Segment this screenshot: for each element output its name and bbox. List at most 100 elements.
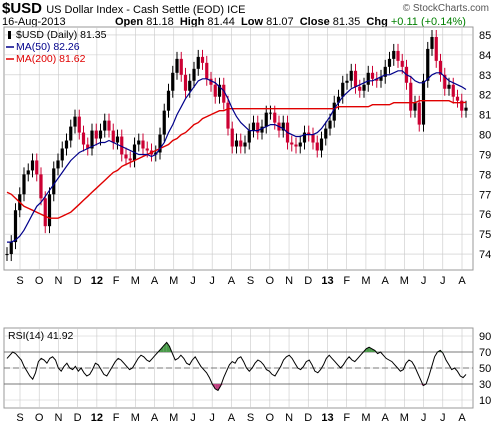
rsi-overbought-fill — [163, 342, 167, 352]
price-x-tick-label: M — [400, 275, 409, 287]
low-label: Low — [241, 16, 264, 28]
price-candle — [230, 128, 234, 147]
rsi-x-tick-label: F — [113, 412, 120, 424]
price-candle — [35, 160, 39, 175]
ticker-description: US Dollar Index - Cash Settle (EOD) ICE — [46, 4, 246, 16]
rsi-x-tick-label: M — [169, 412, 178, 424]
price-y-tick-label: 84 — [479, 50, 491, 62]
price-candle — [417, 102, 421, 125]
rsi-y-tick-label: 90 — [479, 331, 491, 343]
chg-label: Chg — [366, 16, 388, 28]
price-candle — [421, 80, 426, 125]
rsi-overbought-fill — [160, 345, 164, 352]
price-x-tick-label: F — [343, 275, 350, 287]
price-y-tick-label: 79 — [479, 149, 491, 161]
price-candle — [438, 60, 443, 75]
price-candle — [171, 72, 175, 91]
price-candle — [30, 160, 35, 171]
price-candle — [26, 170, 30, 175]
price-candle — [324, 128, 328, 139]
stockcharts-watermark: © StockCharts.com — [402, 3, 489, 14]
rsi-y-tick-label: 30 — [479, 379, 491, 391]
ma50-line — [7, 70, 467, 243]
close-value: 81.35 — [332, 16, 361, 28]
rsi-y-tick-label: 70 — [479, 347, 491, 359]
price-candle — [69, 126, 73, 141]
rsi-x-tick-label: N — [285, 412, 293, 424]
price-x-tick-label: D — [304, 275, 312, 287]
price-candle — [443, 74, 447, 89]
price-y-tick-label: 75 — [479, 229, 491, 241]
price-candle — [183, 74, 188, 91]
price-x-tick-label: J — [440, 275, 446, 287]
ticker-symbol: $USD — [2, 0, 43, 17]
price-candle — [77, 116, 81, 133]
price-candle — [383, 66, 387, 77]
rsi-x-tick-label: F — [343, 412, 350, 424]
price-candle — [460, 100, 464, 111]
price-candle — [226, 102, 230, 129]
price-y-tick-label: 81 — [479, 110, 491, 122]
price-x-tick-label: A — [381, 275, 389, 287]
price-y-tick-label: 77 — [479, 189, 491, 201]
open-label: Open — [115, 16, 144, 28]
price-candle — [273, 112, 277, 123]
price-x-tick-label: F — [113, 275, 120, 287]
price-x-tick-label: O — [266, 275, 275, 287]
price-candle — [43, 198, 47, 227]
price-x-tick-label: N — [54, 275, 62, 287]
price-candle — [90, 130, 94, 149]
price-candle — [319, 138, 324, 151]
price-candle — [247, 130, 251, 143]
price-x-tick-label: J — [209, 275, 215, 287]
rsi-x-tick-label: N — [54, 412, 62, 424]
chg-value: +0.11 (+0.14%) — [390, 16, 466, 28]
price-x-tick-label: D — [74, 275, 82, 287]
price-candle — [358, 86, 362, 91]
price-candle — [370, 72, 375, 79]
price-y-tick-label: 83 — [479, 70, 491, 82]
price-candle — [103, 120, 107, 131]
price-candle — [98, 130, 103, 139]
price-candle — [234, 140, 239, 147]
price-candle — [13, 210, 18, 243]
rsi-x-tick-label: D — [74, 412, 82, 424]
price-candle — [464, 107, 468, 111]
rsi-y-tick-label: 10 — [479, 395, 491, 407]
price-candle — [56, 160, 60, 169]
price-candle — [315, 142, 319, 151]
price-candle — [256, 122, 260, 133]
price-x-tick-label: M — [361, 275, 370, 287]
price-candle — [396, 50, 400, 61]
price-x-tick-label: M — [131, 275, 140, 287]
price-candle — [336, 96, 341, 103]
price-candle — [298, 142, 302, 147]
price-candle — [175, 58, 179, 73]
price-candle — [137, 140, 141, 145]
price-candle — [345, 80, 349, 83]
legend-swatch-price — [8, 31, 11, 39]
price-candle — [128, 158, 132, 161]
rsi-x-tick-label: O — [35, 412, 44, 424]
rsi-x-tick-label: S — [247, 412, 254, 424]
price-y-tick-label: 76 — [479, 209, 491, 221]
price-candle — [366, 72, 370, 85]
ticker-line: $USD US Dollar Index - Cash Settle (EOD)… — [2, 0, 245, 17]
price-x-tick-label: 13 — [321, 275, 333, 287]
price-candle — [22, 174, 26, 195]
price-candle — [188, 80, 192, 91]
price-candle — [294, 144, 298, 147]
price-candle — [107, 120, 111, 131]
price-candle — [434, 36, 438, 61]
legend-entry: MA(50) 82.26 — [16, 41, 80, 53]
price-candle — [52, 168, 56, 195]
quote-date: 16-Aug-2013 — [2, 16, 66, 28]
price-candle — [120, 136, 124, 155]
price-candle — [162, 110, 166, 135]
price-candle — [9, 242, 13, 255]
price-x-tick-label: O — [35, 275, 44, 287]
rsi-x-tick-label: A — [228, 412, 236, 424]
rsi-x-tick-label: S — [16, 412, 23, 424]
price-x-tick-label: J — [190, 275, 196, 287]
rsi-x-tick-label: 12 — [91, 412, 103, 424]
